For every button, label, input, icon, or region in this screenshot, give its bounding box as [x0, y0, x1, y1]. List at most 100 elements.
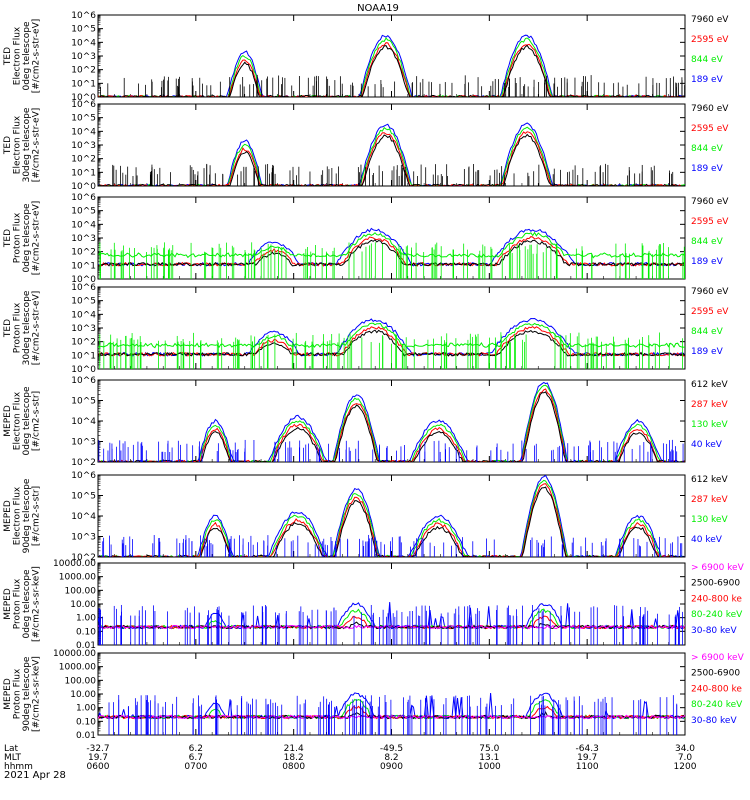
- panel-frame: [97, 196, 686, 280]
- legend-entry: 844 eV: [691, 237, 724, 247]
- series-magenta: [98, 714, 685, 720]
- x-tick-label: 6.2: [189, 744, 203, 754]
- y-tick-label: 10^0: [71, 93, 96, 103]
- y-tick-label: 10^2: [71, 553, 96, 563]
- legend-entry: 189 eV: [691, 164, 724, 174]
- y-tick-label: 10^3: [71, 52, 96, 62]
- legend-entry: > 6900 keV: [691, 653, 745, 663]
- series-red: [98, 236, 685, 267]
- series-red: [98, 42, 685, 97]
- y-axis-label-line: Electron Flux: [13, 391, 23, 450]
- y-axis-label: MEPED Proton Flux 0deg telescope [#/cm2-s-s…: [3, 566, 42, 642]
- panel-3: 10^0 10^1 10^2 10^3 10^4 10^5 10^6 TED Proton Fl…: [3, 193, 729, 285]
- y-axis-label-line: TED: [3, 47, 13, 66]
- y-tick-label: 0.10: [76, 627, 96, 637]
- y-tick-label: 10000.00: [53, 559, 96, 569]
- x-tick-label: 0800: [282, 762, 305, 772]
- series-black: [98, 239, 685, 267]
- y-axis-label-line: MEPED: [3, 500, 13, 532]
- legend-entry: 7960 eV: [691, 104, 729, 114]
- y-tick-label: 10.00: [70, 690, 96, 700]
- series-green: [98, 231, 685, 259]
- y-tick-label: 10^3: [71, 533, 96, 543]
- y-tick-label: 100.00: [65, 676, 97, 686]
- y-axis-label-line: [#/cm2-s-str]: [32, 486, 42, 546]
- y-axis-label-line: Proton Flux: [13, 668, 23, 719]
- legend-entry: 30-80 keV: [691, 626, 737, 636]
- x-tick-label: 1000: [478, 762, 501, 772]
- y-axis-label: MEPED Electron Flux 0deg telescope [#/cm2-s…: [3, 386, 42, 456]
- figure-title: NOAA19: [357, 3, 399, 14]
- series-green: [98, 37, 685, 97]
- y-axis-label-line: MEPED: [3, 588, 13, 620]
- y-axis-label-line: 0deg telescope: [22, 203, 32, 273]
- y-axis-label-line: 30deg telescope: [22, 107, 32, 182]
- panel-7: 0.01 0.10 1.00 10.00 100.00 1000.00 10000.00 ME…: [3, 559, 745, 651]
- legend-entry: 2500-6900: [691, 669, 740, 679]
- x-tick-label: 18.2: [284, 753, 304, 763]
- legend-entry: 612 keV: [691, 475, 728, 485]
- x-tick-label: -32.7: [86, 744, 109, 754]
- y-tick-label: 10^3: [71, 438, 96, 448]
- date-label: 2021 Apr 28: [4, 770, 66, 781]
- y-tick-label: 10^1: [71, 79, 96, 89]
- y-tick-label: 10^5: [71, 492, 96, 502]
- data-traces: [98, 692, 685, 735]
- legend-entry: 189 eV: [691, 75, 724, 85]
- y-axis-label-line: TED: [3, 136, 13, 155]
- y-axis-label-line: Proton Flux: [13, 302, 23, 353]
- y-axis-label: TED Electron Flux 30deg telescope [#/cm2-s-…: [3, 107, 42, 182]
- y-tick-label: 10^3: [71, 234, 96, 244]
- y-tick-label: 10^1: [71, 168, 96, 178]
- series-black: [98, 329, 685, 357]
- panel-frame: [97, 379, 686, 463]
- y-tick-label: 10^0: [71, 365, 96, 375]
- legend-entry: 240-800 ke: [691, 684, 742, 694]
- y-tick-label: 10^4: [71, 417, 96, 427]
- legend-entry: 844 eV: [691, 55, 724, 65]
- y-axis-label-line: 30deg telescope: [22, 290, 32, 365]
- legend-entry: 80-240 keV: [691, 610, 743, 620]
- data-traces: [98, 381, 685, 462]
- series-red: [98, 388, 685, 462]
- x-tick-label: -49.5: [380, 744, 403, 754]
- x-tick-label: 19.7: [577, 753, 597, 763]
- panel-frame: [97, 103, 686, 187]
- y-tick-label: 100.00: [65, 586, 97, 596]
- x-tick-label: 6.7: [189, 753, 203, 763]
- legend-entry: 30-80 keV: [691, 716, 737, 726]
- legend-entry: 189 eV: [691, 347, 724, 357]
- legend-entry: 287 keV: [691, 495, 728, 505]
- y-axis-label-line: [#/cm2-s-str-eV]: [32, 19, 42, 94]
- series-black: [98, 486, 685, 557]
- x-tick-label: 0900: [380, 762, 403, 772]
- y-tick-label: 10^5: [71, 207, 96, 217]
- legend-entry: 844 eV: [691, 144, 724, 154]
- y-axis-label-line: [#/cm2-s-str-eV]: [32, 108, 42, 183]
- panel-5: 10^2 10^3 10^4 10^5 10^6 MEPED Electron Flux 0d…: [3, 376, 728, 468]
- legend-entry: 130 keV: [691, 420, 728, 430]
- y-tick-label: 10^4: [71, 38, 96, 48]
- data-traces: [98, 475, 685, 557]
- y-tick-label: 10^4: [71, 220, 96, 230]
- series-black: [98, 133, 685, 186]
- y-axis-label-line: [#/cm2-s-sr-keV]: [32, 656, 42, 732]
- y-axis-label-line: Proton Flux: [13, 212, 23, 263]
- legend-entry: 80-240 keV: [691, 700, 743, 710]
- x-row-label: hhmm: [4, 762, 33, 772]
- y-tick-label: 10.00: [70, 600, 96, 610]
- x-tick-label: 13.1: [479, 753, 499, 763]
- data-traces: [98, 122, 685, 186]
- y-axis-label-line: [#/cm2-s-str-eV]: [32, 291, 42, 366]
- y-tick-label: 10^4: [71, 310, 96, 320]
- y-tick-label: 1000.00: [59, 573, 96, 583]
- y-tick-label: 10000.00: [53, 649, 96, 659]
- y-axis-label-line: Electron Flux: [13, 26, 23, 85]
- y-tick-label: 1.00: [76, 704, 96, 714]
- series-green: [98, 384, 685, 462]
- y-tick-label: 10^5: [71, 397, 96, 407]
- x-tick-label: 8.2: [384, 753, 398, 763]
- y-axis-label: MEPED Electron Flux 90deg telescope [#/cm2-…: [3, 478, 42, 553]
- y-tick-label: 10^5: [71, 297, 96, 307]
